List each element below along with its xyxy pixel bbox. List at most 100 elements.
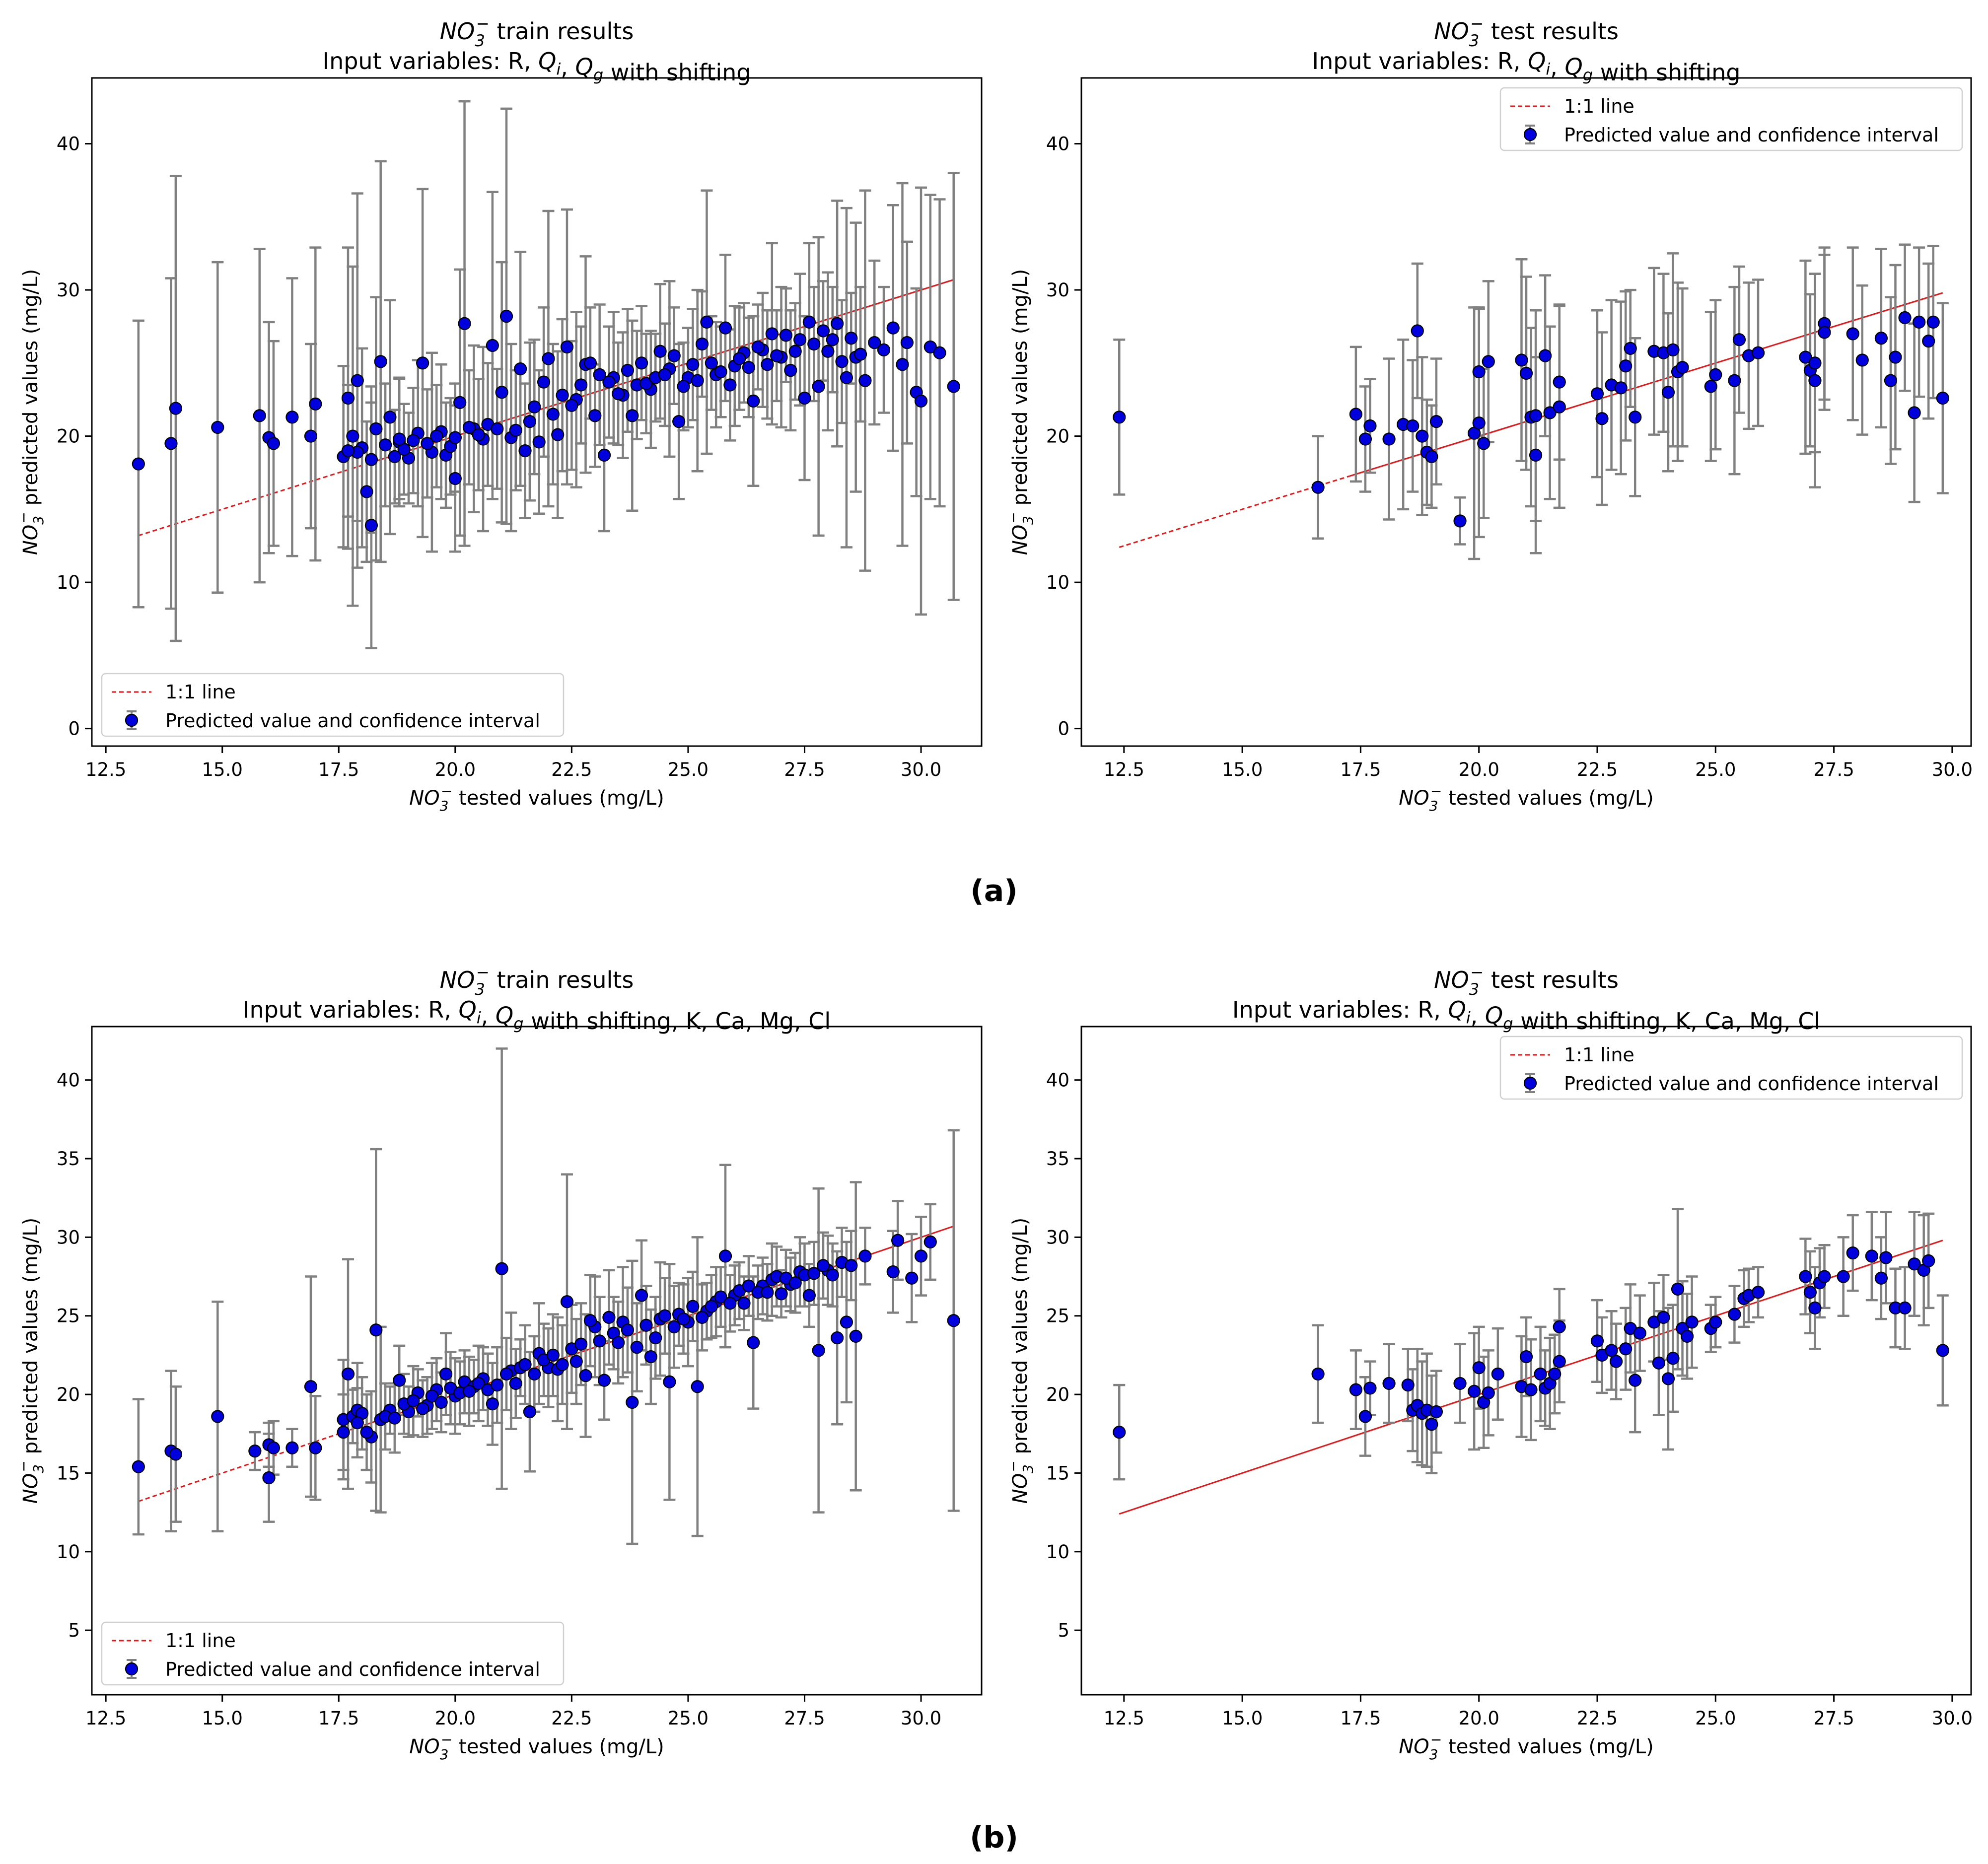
data-point (304, 429, 318, 443)
data-point (612, 387, 625, 401)
data-point (812, 380, 825, 393)
data-point (1358, 1410, 1372, 1423)
data-point (1113, 1426, 1126, 1439)
data-point (1926, 315, 1940, 329)
data-point (425, 1389, 439, 1403)
data-point (793, 333, 807, 346)
data-point (1676, 361, 1689, 374)
data-point (1709, 368, 1722, 381)
data-point (1846, 327, 1859, 341)
data-point (639, 377, 653, 390)
data-point (821, 345, 835, 358)
data-point (877, 343, 891, 356)
data-point (337, 1426, 350, 1439)
data-point (472, 1377, 485, 1390)
data-point (1908, 406, 1921, 419)
data-point (1382, 1377, 1396, 1390)
data-point (285, 1441, 299, 1454)
data-point (486, 339, 499, 352)
y-tick-label: 40 (1046, 134, 1069, 155)
data-point (1671, 1282, 1685, 1296)
x-tick-label: 22.5 (1577, 1708, 1618, 1729)
data-point (537, 375, 551, 389)
x-tick-label: 25.0 (668, 759, 709, 780)
plot-area (1113, 1208, 1949, 1515)
data-point (891, 1234, 905, 1247)
y-tick-label: 20 (1046, 1384, 1069, 1405)
data-point (369, 1323, 383, 1337)
y-tick-label: 25 (57, 1306, 80, 1327)
data-point (360, 1426, 373, 1439)
data-point (914, 1249, 928, 1263)
data-point (798, 391, 811, 405)
data-point (1936, 1344, 1949, 1357)
data-point (1595, 412, 1609, 425)
data-point (1808, 1301, 1822, 1315)
data-point (509, 1377, 522, 1390)
data-point (499, 309, 513, 323)
data-point (1808, 356, 1822, 370)
data-point (1666, 343, 1680, 356)
data-point (1411, 324, 1424, 338)
x-axis-label: NO3− tested values (mg/L) (409, 783, 664, 814)
data-point (1610, 1355, 1623, 1368)
data-point (383, 411, 397, 424)
data-point (1661, 1372, 1675, 1385)
data-point (542, 352, 555, 365)
data-point (742, 1279, 755, 1293)
y-tick-label: 30 (57, 1227, 80, 1248)
data-point (388, 450, 401, 463)
legend-label-line: 1:1 line (165, 1630, 236, 1652)
data-point (1425, 450, 1438, 463)
data-point (560, 340, 574, 354)
data-point (1425, 1418, 1438, 1431)
data-point (1732, 333, 1746, 346)
data-point (816, 324, 830, 338)
legend-label-points: Predicted value and confidence interval (165, 1658, 540, 1680)
markers (1113, 1246, 1949, 1439)
data-point (304, 1380, 318, 1393)
data-point (565, 399, 578, 412)
data-point (132, 457, 145, 471)
chart-subtitle: Input variables: R, Qi, Qg with shifting (323, 48, 751, 86)
y-tick-label: 35 (1046, 1148, 1069, 1170)
data-point (462, 1384, 476, 1398)
x-tick-label: 30.0 (901, 759, 941, 780)
data-point (1482, 1386, 1495, 1400)
data-point (1553, 1355, 1566, 1368)
data-point (1453, 514, 1467, 528)
panel-label-a: (a) (970, 874, 1017, 908)
x-tick-label: 17.5 (318, 759, 359, 780)
y-tick-label: 20 (1046, 426, 1069, 447)
chart-title: NO3− train results (440, 963, 634, 999)
data-point (1728, 1308, 1741, 1321)
data-point (211, 1410, 224, 1423)
data-point (1113, 411, 1126, 424)
data-point (378, 438, 392, 452)
data-point (509, 423, 522, 437)
data-point (248, 1445, 262, 1458)
data-point (691, 374, 704, 387)
data-point (560, 1295, 574, 1309)
chart-title: NO3− test results (1434, 14, 1619, 50)
data-point (1482, 355, 1495, 368)
data-point (369, 422, 383, 435)
data-point (453, 396, 467, 409)
data-point (211, 420, 224, 434)
data-point (164, 437, 178, 450)
data-point (765, 327, 779, 341)
data-point (802, 315, 816, 329)
data-point (1363, 419, 1377, 433)
data-point (416, 1402, 429, 1415)
markers (132, 1234, 960, 1485)
legend: 1:1 line Predicted value and confidence i… (1499, 87, 1963, 151)
data-point (556, 1358, 569, 1372)
data-point (1619, 1342, 1633, 1356)
data-point (499, 1367, 513, 1381)
data-point (341, 444, 355, 458)
data-point (612, 1336, 625, 1349)
data-point (1524, 1383, 1538, 1396)
data-point (569, 1355, 583, 1368)
